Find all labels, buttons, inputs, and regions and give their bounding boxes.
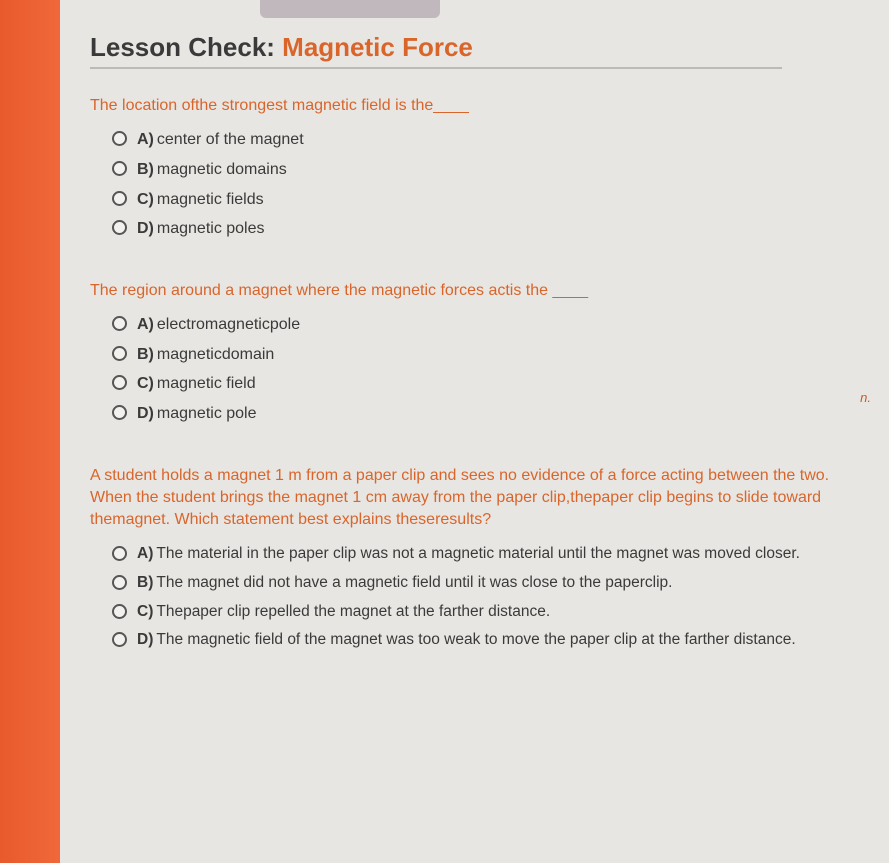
choice-letter: C) (137, 603, 153, 620)
choice: B)The magnet did not have a magnetic fie… (137, 573, 672, 594)
choice-text: electromagneticpole (157, 316, 300, 333)
option-row: B)The magnet did not have a magnetic fie… (112, 573, 859, 594)
radio-icon[interactable] (112, 575, 127, 590)
radio-icon[interactable] (112, 546, 127, 561)
option-row: A)electromagneticpole (112, 314, 859, 336)
choice-letter: A) (137, 131, 154, 148)
question-3-prompt: A student holds a magnet 1 m from a pape… (90, 465, 859, 532)
choice-text: magnetic fields (157, 191, 264, 208)
choice: A)The material in the paper clip was not… (137, 544, 800, 565)
choice: B)magneticdomain (137, 344, 274, 366)
choice-letter: A) (137, 316, 154, 333)
question-3: A student holds a magnet 1 m from a pape… (90, 465, 859, 652)
radio-icon[interactable] (112, 632, 127, 647)
choice-text: magnetic domains (157, 161, 287, 178)
choice: C)Thepaper clip repelled the magnet at t… (137, 602, 550, 623)
choice-text: center of the magnet (157, 131, 304, 148)
choice-text: The material in the paper clip was not a… (156, 545, 800, 562)
question-1-prompt: The location ofthe strongest magnetic fi… (90, 95, 859, 117)
choice-text: magnetic poles (157, 220, 265, 237)
choice: A)center of the magnet (137, 129, 304, 151)
choice: C)magnetic field (137, 373, 256, 395)
choice-text: Thepaper clip repelled the magnet at the… (156, 603, 550, 620)
question-2: The region around a magnet where the mag… (90, 280, 859, 425)
choice-letter: D) (137, 631, 153, 648)
radio-icon[interactable] (112, 161, 127, 176)
choice-letter: B) (137, 574, 153, 591)
left-margin-strip (0, 0, 60, 863)
choice-letter: C) (137, 191, 154, 208)
choice-letter: D) (137, 405, 154, 422)
choice: D)magnetic poles (137, 218, 265, 240)
option-row: D)magnetic pole (112, 403, 859, 425)
question-1: The location ofthe strongest magnetic fi… (90, 95, 859, 240)
page-tab-shadow (260, 0, 440, 18)
header-title: Magnetic Force (282, 32, 473, 62)
question-2-prompt: The region around a magnet where the mag… (90, 280, 859, 302)
question-2-options: A)electromagneticpole B)magneticdomain C… (90, 314, 859, 424)
radio-icon[interactable] (112, 131, 127, 146)
option-row: C)Thepaper clip repelled the magnet at t… (112, 602, 859, 623)
choice-text: The magnet did not have a magnetic field… (156, 574, 672, 591)
choice-letter: C) (137, 375, 154, 392)
choice: A)electromagneticpole (137, 314, 300, 336)
choice-text: magnetic field (157, 375, 256, 392)
choice-letter: A) (137, 545, 153, 562)
option-row: C)magnetic fields (112, 189, 859, 211)
option-row: C)magnetic field (112, 373, 859, 395)
option-row: B)magneticdomain (112, 344, 859, 366)
lesson-header: Lesson Check: Magnetic Force (90, 32, 859, 63)
radio-icon[interactable] (112, 191, 127, 206)
choice: D)The magnetic field of the magnet was t… (137, 630, 796, 651)
option-row: D)The magnetic field of the magnet was t… (112, 630, 859, 651)
option-row: D)magnetic poles (112, 218, 859, 240)
choice-letter: D) (137, 220, 154, 237)
option-row: A)center of the magnet (112, 129, 859, 151)
question-1-options: A)center of the magnet B)magnetic domain… (90, 129, 859, 239)
choice-text: The magnetic field of the magnet was too… (156, 631, 795, 648)
choice: D)magnetic pole (137, 403, 257, 425)
header-prefix: Lesson Check: (90, 32, 282, 62)
radio-icon[interactable] (112, 346, 127, 361)
choice-text: magneticdomain (157, 346, 274, 363)
radio-icon[interactable] (112, 604, 127, 619)
radio-icon[interactable] (112, 375, 127, 390)
header-underline (90, 67, 782, 69)
choice: B)magnetic domains (137, 159, 287, 181)
radio-icon[interactable] (112, 405, 127, 420)
radio-icon[interactable] (112, 220, 127, 235)
choice: C)magnetic fields (137, 189, 264, 211)
worksheet-page: Lesson Check: Magnetic Force The locatio… (60, 0, 889, 863)
radio-icon[interactable] (112, 316, 127, 331)
choice-text: magnetic pole (157, 405, 257, 422)
choice-letter: B) (137, 161, 154, 178)
side-marker: n. (860, 390, 871, 405)
option-row: A)The material in the paper clip was not… (112, 544, 859, 565)
choice-letter: B) (137, 346, 154, 363)
option-row: B)magnetic domains (112, 159, 859, 181)
question-3-options: A)The material in the paper clip was not… (90, 544, 859, 652)
